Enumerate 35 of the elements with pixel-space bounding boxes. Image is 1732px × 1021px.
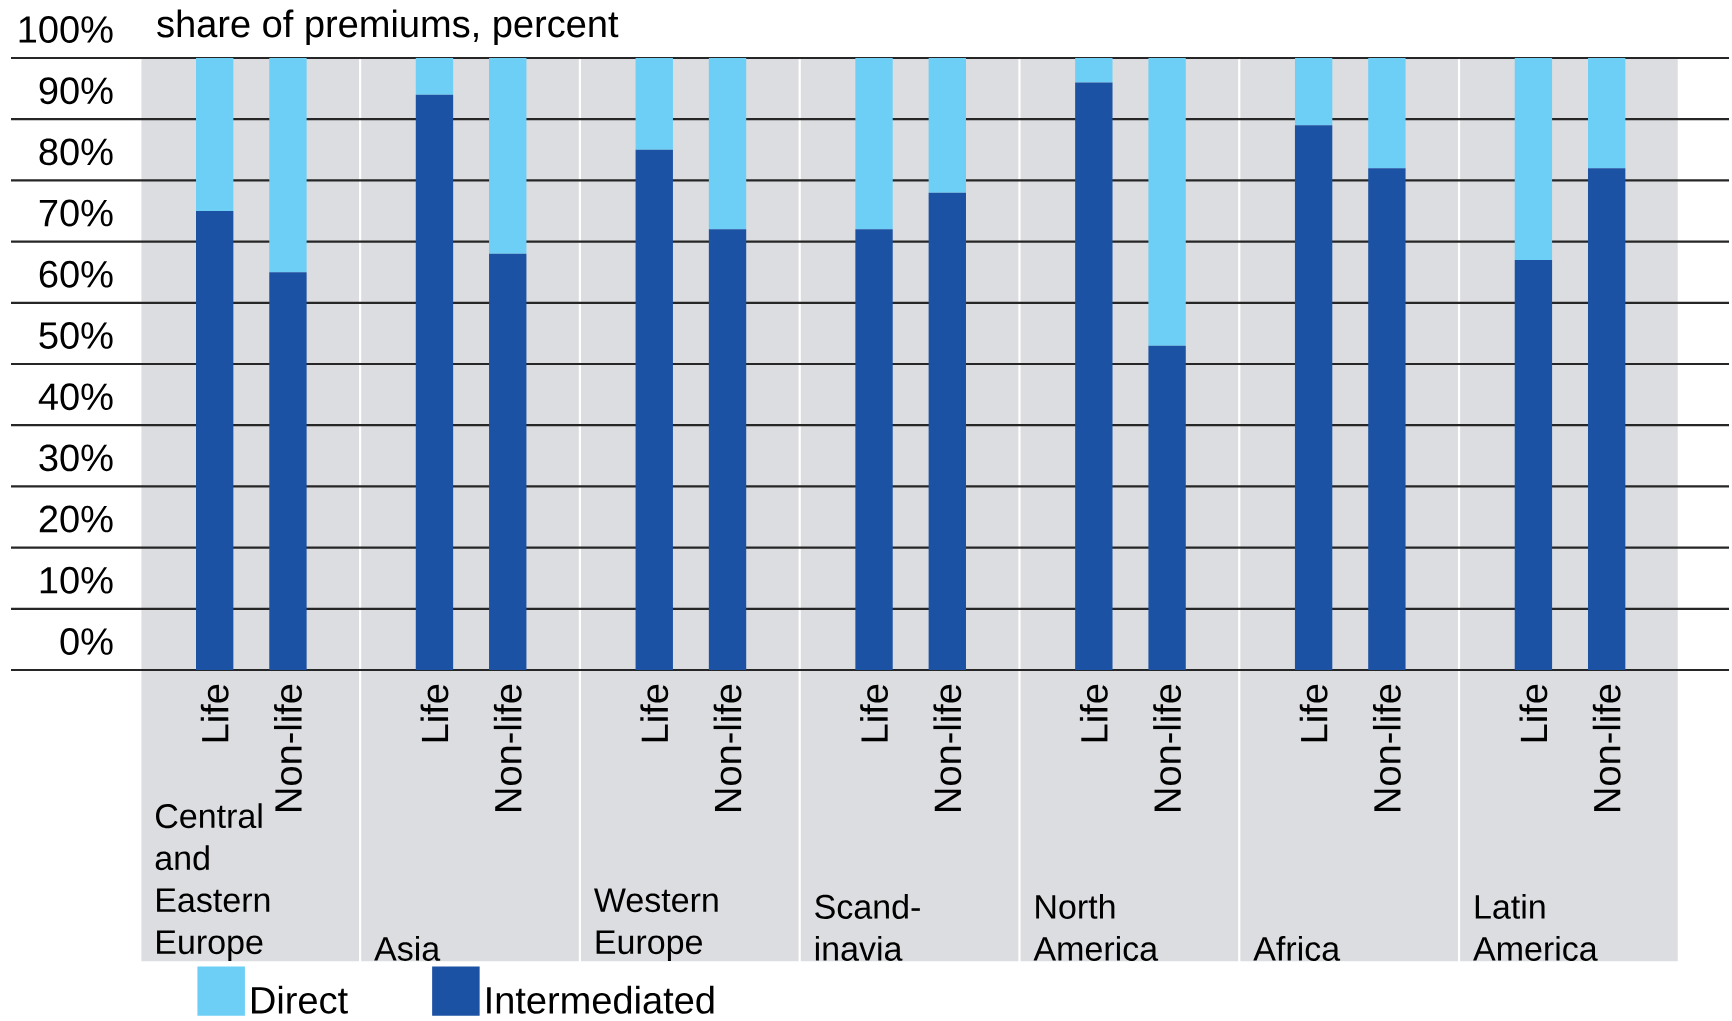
- text: Asia: [374, 935, 441, 961]
- y-tick-label: 20%: [39, 505, 113, 533]
- x-tick-label: Life: [640, 684, 669, 742]
- x-tick-label: Life: [420, 684, 449, 742]
- y-tick-label: 90%: [39, 77, 113, 105]
- y-tick-label: 70%: [39, 199, 113, 227]
- x-tick-label: Non-life: [1592, 684, 1621, 811]
- x-tick-label: Life: [860, 684, 888, 742]
- legend-label: Intermediated: [487, 985, 714, 1014]
- y-tick-label: 0%: [60, 628, 113, 655]
- x-tick-label: Non-life: [273, 684, 302, 811]
- x-tick-label: Non-life: [933, 684, 962, 811]
- x-tick-label: Life: [1079, 684, 1108, 742]
- y-axis-title: share of premiums, percent: [157, 9, 619, 45]
- y-tick-label: 40%: [38, 383, 113, 411]
- x-tick-label: Non-life: [1372, 684, 1401, 811]
- x-tick-label: Life: [1519, 684, 1548, 742]
- y-tick-label: 30%: [39, 444, 113, 472]
- y-tick-label: 10%: [40, 566, 113, 594]
- text: Western Europe: [594, 888, 718, 961]
- y-tick-label: 80%: [39, 138, 113, 166]
- x-tick-label: Non-life: [1153, 684, 1182, 811]
- x-tick-label: Non-life: [493, 684, 522, 811]
- text: Africa: [1253, 935, 1341, 961]
- y-tick-label: 100%: [19, 16, 113, 43]
- text: Scand-inavia: [815, 893, 920, 961]
- text: Central and Eastern Europe: [155, 803, 270, 961]
- text: North America: [1033, 893, 1159, 961]
- x-tick-label: Life: [1299, 684, 1328, 742]
- x-tick-label: Life: [200, 684, 229, 742]
- y-tick-label: 50%: [39, 322, 113, 349]
- legend-label: Direct: [252, 985, 348, 1014]
- y-tick-label: 60%: [39, 260, 113, 288]
- x-tick-label: Non-life: [713, 684, 742, 811]
- text: Latin America: [1473, 893, 1598, 961]
